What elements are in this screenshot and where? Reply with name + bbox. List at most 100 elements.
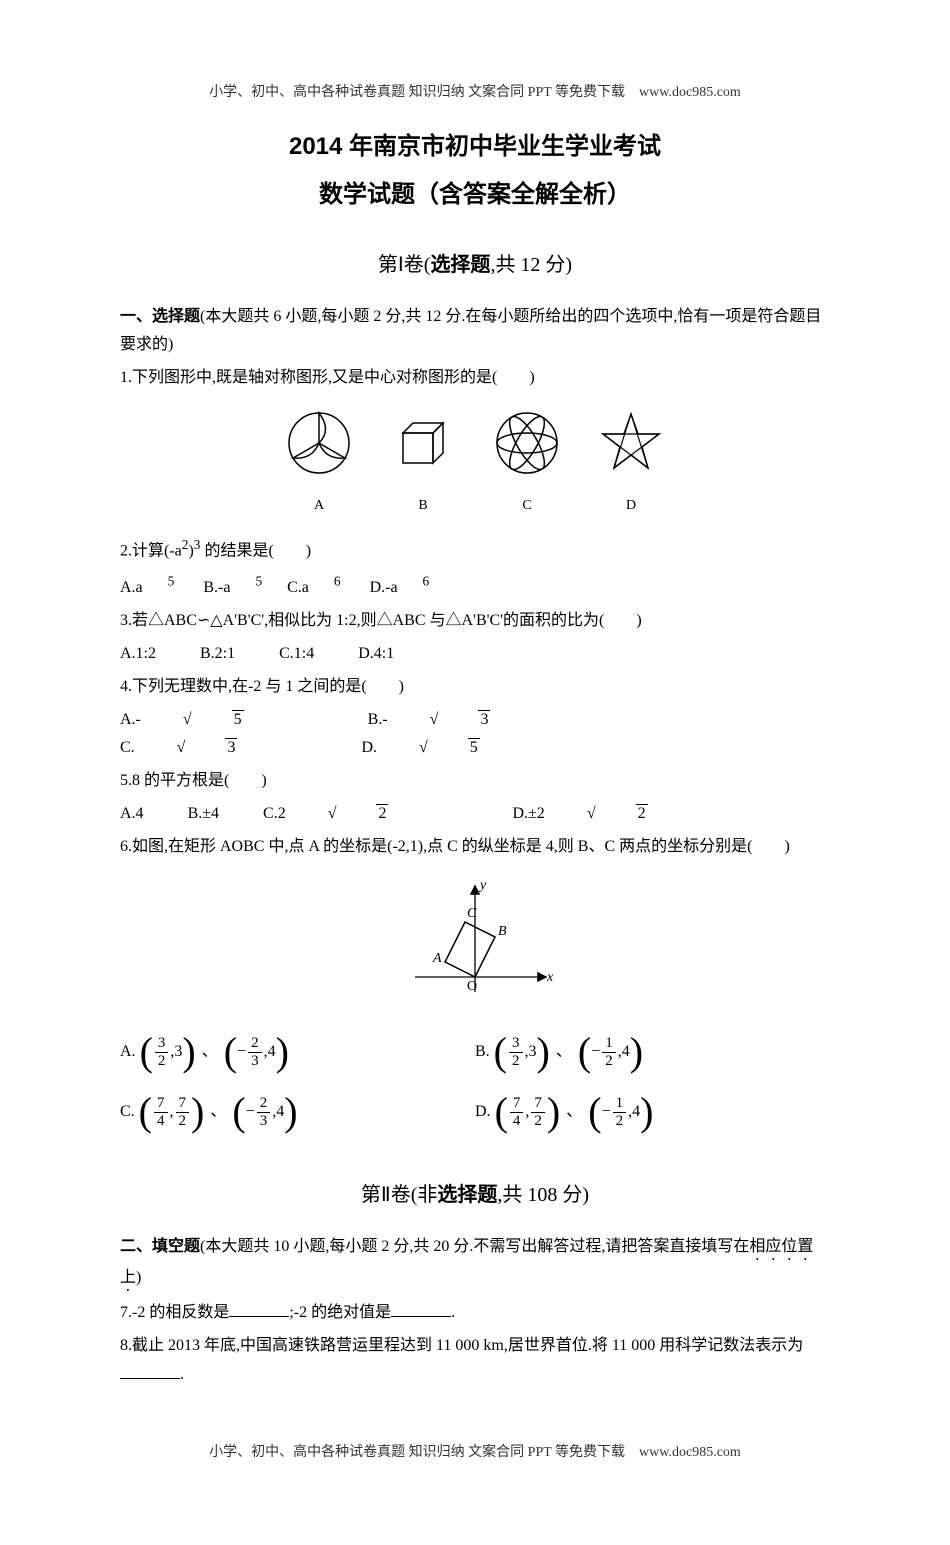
q6-opt-b: B. ( 32 , 3 ) 、 ( − 12 , 4 ) [475,1032,830,1072]
val: 4 [632,1098,640,1127]
q6-diagram-svg: y x O A B C [385,877,565,1007]
coord-pair: ( − 23 , 4 ) [224,1032,289,1072]
val: 3 [174,1038,182,1067]
q4-opt-a: A.-√5 [120,711,324,728]
q1-fig-b-svg [388,408,458,478]
q5d-r: 2 [636,804,648,822]
q1-label-b: B [388,493,458,518]
sqrt-icon: √5 [181,706,284,735]
q2-opt-a: A.a5 [120,579,174,596]
q7-b: ;-2 的绝对值是 [289,1304,391,1321]
num: 7 [154,1095,168,1113]
section2-desc: (本大题共 10 小题,每小题 2 分,共 20 分.不需写出解答过程,请把答案… [200,1238,749,1255]
q5-opt-c: C.2√2 [263,805,468,822]
num: 1 [602,1035,616,1053]
section2-tail: ) [136,1269,141,1286]
title-sub: 数学试题（含答案全解全析） [120,173,830,216]
q3-options: A.1:2 B.2:1 C.1:4 D.4:1 [120,640,830,669]
q8: 8.截止 2013 年底,中国高速铁路营运里程达到 11 000 km,居世界首… [120,1332,830,1390]
coord-pair: ( − 23 , 4 ) [232,1092,297,1132]
q2-text: 2.计算(-a2)3 的结果是( ) [120,533,830,566]
den: 4 [154,1113,168,1130]
sqrt-icon: √3 [428,706,531,735]
q2d-s: 6 [423,574,430,589]
point-c-label: C [467,906,477,921]
q5d-p: D.±2 [512,805,544,822]
fill-blank [229,1300,289,1317]
den: 2 [509,1053,523,1070]
den: 2 [531,1113,545,1130]
val: 4 [622,1038,630,1067]
q6c-label: C. [120,1098,135,1127]
part1-bold: 选择题 [430,254,490,276]
sign: − [246,1098,255,1127]
q1-fig-a-svg [284,408,354,478]
sign: − [591,1038,600,1067]
section2-label: 二、填空题 [120,1238,200,1255]
q2a-s: 5 [168,574,175,589]
num: 2 [248,1035,262,1053]
part2-heading: 第Ⅱ卷(非选择题,共 108 分) [120,1177,830,1213]
axis-y-label: y [478,878,487,893]
q1-fig-c: C [492,408,562,518]
section1-label: 一、选择题 [120,308,200,325]
sqrt-icon: √2 [326,800,429,829]
sign: − [237,1038,246,1067]
den: 3 [248,1053,262,1070]
q1-figure-row: A B C D [120,408,830,518]
q8-b: . [180,1366,184,1383]
q6a-label: A. [120,1038,136,1067]
q4-text: 4.下列无理数中,在-2 与 1 之间的是( ) [120,673,830,702]
q2c-t: C.a [287,579,309,596]
fill-blank [120,1362,180,1379]
sqrt-icon: √3 [175,734,278,763]
section1-desc: (本大题共 6 小题,每小题 2 分,共 12 分.在每小题所给出的四个选项中,… [120,308,821,354]
point-a-label: A [432,951,442,966]
q4c-r: 3 [225,738,237,756]
coord-pair: ( 74 , 72 ) [139,1092,205,1132]
num: 7 [510,1095,524,1113]
den: 3 [257,1113,271,1130]
fill-blank [391,1300,451,1317]
q4a-p: A.- [120,711,141,728]
q1-fig-a: A [284,408,354,518]
q7-c: . [451,1304,455,1321]
den: 2 [613,1113,627,1130]
q6-opt-d: D. ( 74 , 72 ) 、 ( − 12 , 4 ) [475,1092,830,1132]
q6-figure: y x O A B C [120,877,830,1018]
q2b-s: 5 [255,574,262,589]
num: 3 [155,1035,169,1053]
den: 2 [155,1053,169,1070]
num: 7 [531,1095,545,1113]
q5-opt-a: A.4 [120,805,144,822]
q1-fig-d-svg [596,408,666,478]
q2a-t: A.a [120,579,143,596]
section2-intro: 二、填空题(本大题共 10 小题,每小题 2 分,共 20 分.不需写出解答过程… [120,1233,830,1295]
q5c-p: C.2 [263,805,286,822]
q8-a: 8.截止 2013 年底,中国高速铁路营运里程达到 11 000 km,居世界首… [120,1337,803,1354]
q6-options: A. ( 32 , 3 ) 、 ( − 23 , 4 ) B. ( 32 , 3… [120,1032,830,1152]
coord-pair: ( 74 , 72 ) [495,1092,561,1132]
q4d-p: D. [361,739,377,756]
q1-label-c: C [492,493,562,518]
q2-opt-c: C.a6 [287,579,340,596]
axis-x-label: x [546,970,554,985]
q2-c: 的结果是( ) [200,542,311,559]
q6d-label: D. [475,1098,491,1127]
q1-label-a: A [284,493,354,518]
q2-opt-d: D.-a6 [370,579,430,596]
q2c-s: 6 [334,574,341,589]
num: 3 [509,1035,523,1053]
q5-opt-b: B.±4 [188,805,219,822]
q6-opt-c: C. ( 74 , 72 ) 、 ( − 23 , 4 ) [120,1092,475,1132]
den: 4 [510,1113,524,1130]
val: 3 [529,1038,537,1067]
q4-opt-d: D.√5 [361,739,559,756]
q4c-p: C. [120,739,135,756]
q7-a: 7.-2 的相反数是 [120,1304,229,1321]
q2d-t: D.-a [370,579,398,596]
q6-text: 6.如图,在矩形 AOBC 中,点 A 的坐标是(-2,1),点 C 的纵坐标是… [120,833,830,862]
q5-opt-d: D.±2√2 [512,805,727,822]
part2-pre: 第Ⅱ卷(非 [361,1184,438,1206]
q2-opt-b: B.-a5 [203,579,262,596]
